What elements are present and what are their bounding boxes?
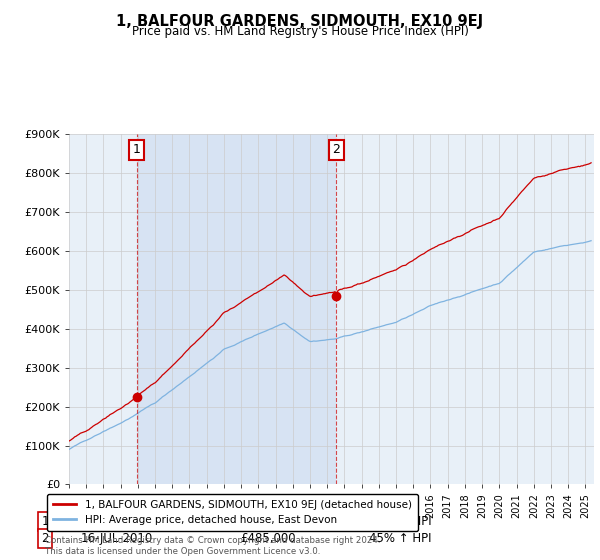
Text: Price paid vs. HM Land Registry's House Price Index (HPI): Price paid vs. HM Land Registry's House … — [131, 25, 469, 38]
Text: £225,000: £225,000 — [240, 515, 296, 529]
Bar — [137, 134, 337, 484]
Text: 2: 2 — [41, 532, 49, 545]
Text: 16-JUL-2010: 16-JUL-2010 — [81, 532, 153, 545]
Text: 2: 2 — [332, 143, 340, 156]
Legend: 1, BALFOUR GARDENS, SIDMOUTH, EX10 9EJ (detached house), HPI: Average price, det: 1, BALFOUR GARDENS, SIDMOUTH, EX10 9EJ (… — [47, 493, 418, 531]
Text: 10-DEC-1998: 10-DEC-1998 — [81, 515, 159, 529]
Text: 1: 1 — [41, 515, 49, 529]
Text: 45% ↑ HPI: 45% ↑ HPI — [369, 532, 431, 545]
Text: £485,000: £485,000 — [240, 532, 296, 545]
Text: 99% ↑ HPI: 99% ↑ HPI — [369, 515, 431, 529]
Text: 1: 1 — [133, 143, 141, 156]
Text: 1, BALFOUR GARDENS, SIDMOUTH, EX10 9EJ: 1, BALFOUR GARDENS, SIDMOUTH, EX10 9EJ — [116, 14, 484, 29]
Text: Contains HM Land Registry data © Crown copyright and database right 2024.
This d: Contains HM Land Registry data © Crown c… — [45, 536, 380, 556]
